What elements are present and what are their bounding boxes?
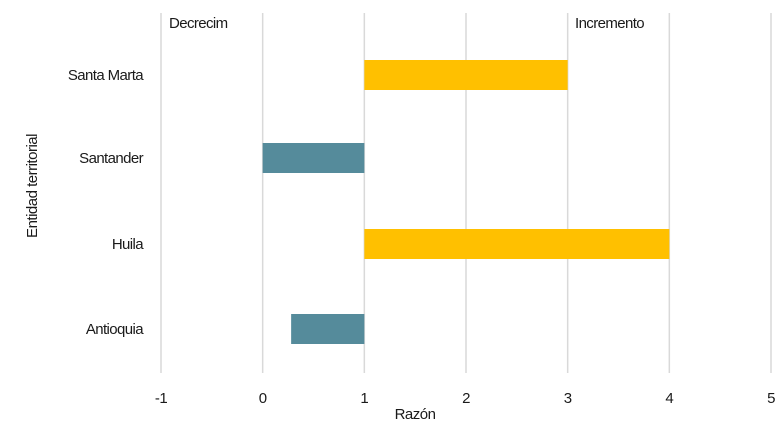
x-tick-label: 2	[462, 390, 470, 407]
category-label: Antioquia	[86, 321, 144, 338]
x-tick-labels: -1 0 1 2 3 4 5	[155, 390, 776, 407]
x-tick-label: -1	[155, 390, 167, 407]
bar-huila	[364, 229, 670, 259]
x-tick-label: 3	[564, 390, 572, 407]
category-label: Santa Marta	[68, 67, 144, 84]
annotation-increase: Incremento	[575, 15, 644, 32]
bar-antioquia	[291, 314, 365, 344]
annotation-decrease: Decrecim	[169, 15, 228, 32]
x-tick-label: 1	[360, 390, 368, 407]
x-axis-title: Razón	[395, 406, 436, 423]
category-label: Huila	[112, 236, 144, 253]
category-labels: Santa Marta Santander Huila Antioquia	[68, 67, 145, 338]
bar-santander	[262, 143, 365, 173]
x-tick-label: 5	[767, 390, 775, 407]
category-label: Santander	[79, 150, 143, 167]
y-axis-title: Entidad territorial	[24, 134, 41, 238]
x-tick-label: 4	[665, 390, 673, 407]
bars	[262, 60, 670, 344]
x-tick-label: 0	[259, 390, 267, 407]
bar-santa-marta	[364, 60, 568, 90]
